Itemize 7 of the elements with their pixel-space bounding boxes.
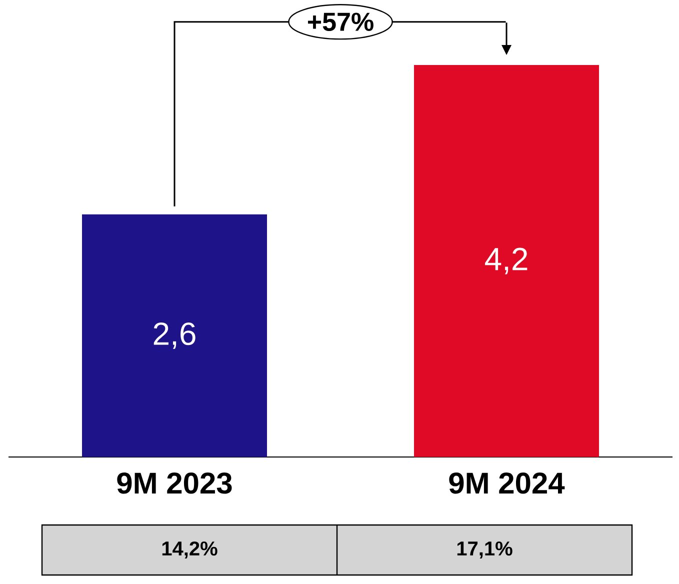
text: 17,1% — [457, 542, 512, 558]
text: 14,2% — [162, 541, 218, 559]
text: +57% — [308, 12, 374, 32]
data-label: 2,6 — [154, 322, 196, 349]
data-label: 4,2 — [485, 248, 528, 274]
x-tick-label: 9M 2024 — [449, 472, 565, 494]
x-tick-label: 9M 2023 — [117, 472, 232, 494]
